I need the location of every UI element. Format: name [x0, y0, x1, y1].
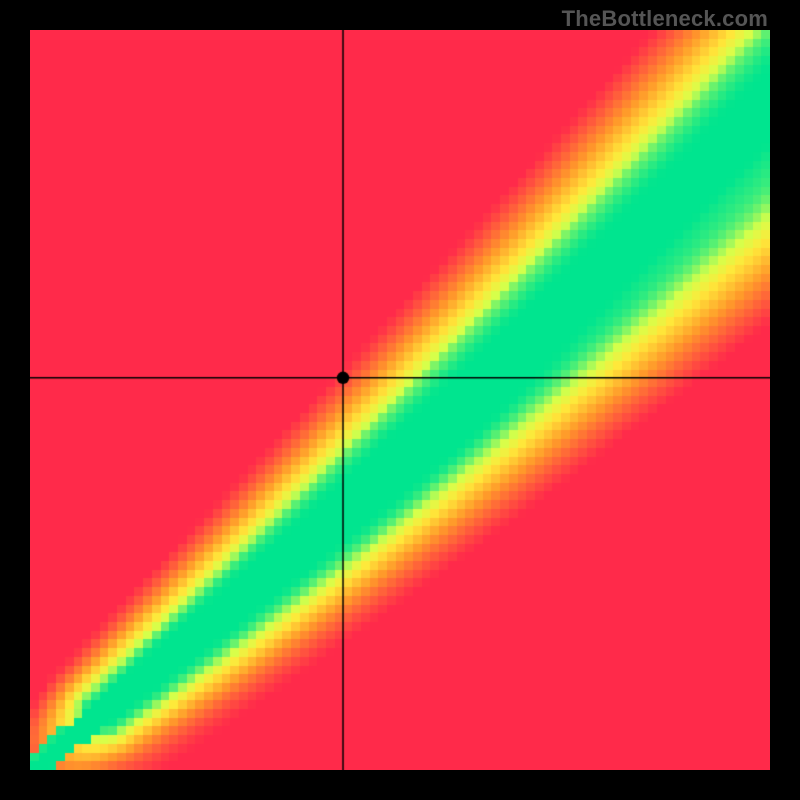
watermark-text: TheBottleneck.com	[562, 6, 768, 32]
bottleneck-heatmap	[30, 30, 770, 770]
chart-container: { "watermark": { "text": "TheBottleneck.…	[0, 0, 800, 800]
